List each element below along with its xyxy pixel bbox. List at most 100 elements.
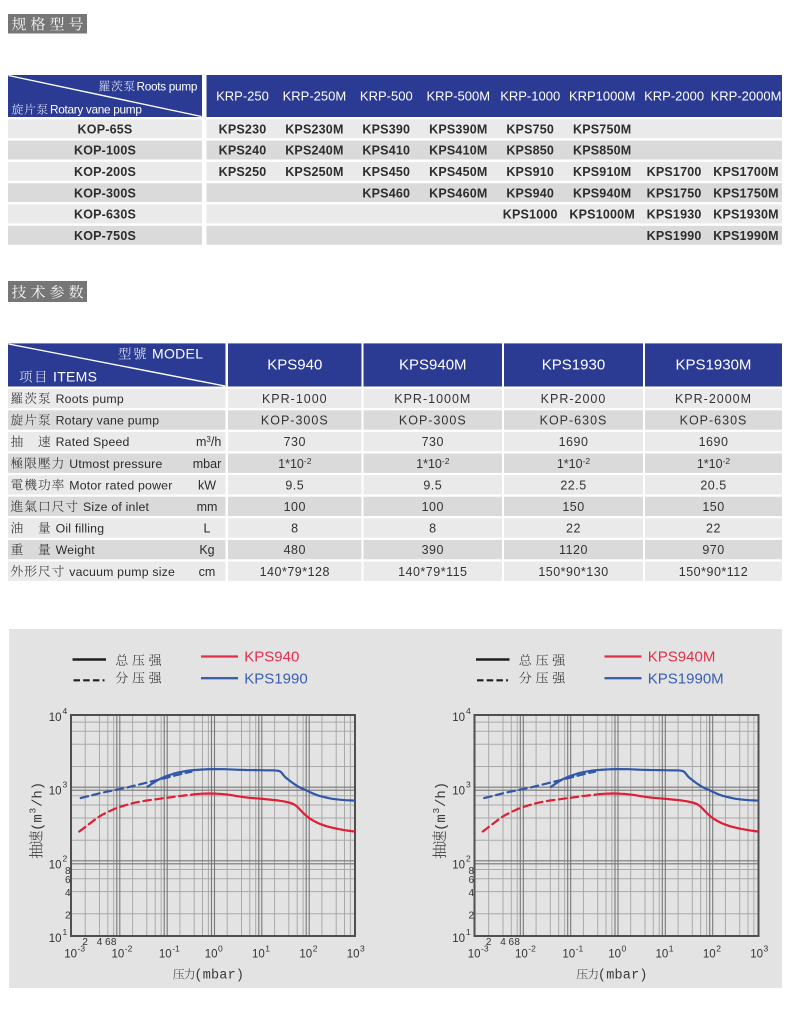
svg-text:8: 8 xyxy=(291,522,298,536)
svg-text:10: 10 xyxy=(64,949,77,961)
svg-text:1*10-2: 1*10-2 xyxy=(278,456,312,471)
svg-text:10: 10 xyxy=(252,949,265,961)
svg-text:KPS450: KPS450 xyxy=(362,165,410,179)
svg-text:970: 970 xyxy=(702,543,724,557)
svg-text:10: 10 xyxy=(515,949,528,961)
svg-text:KOP-630S: KOP-630S xyxy=(680,414,748,428)
svg-text:KRP-250M: KRP-250M xyxy=(283,89,347,104)
svg-text:KPS1930M: KPS1930M xyxy=(713,208,779,222)
svg-text:KPS1930: KPS1930 xyxy=(542,357,605,374)
svg-text:10: 10 xyxy=(452,786,465,798)
svg-text:0: 0 xyxy=(622,944,627,954)
svg-text:150*90*112: 150*90*112 xyxy=(679,565,748,579)
svg-text:KPS1930M: KPS1930M xyxy=(676,357,752,374)
svg-text:-3: -3 xyxy=(481,944,489,954)
svg-text:Utmost pressure: Utmost pressure xyxy=(69,457,162,471)
svg-text:Weight: Weight xyxy=(56,543,96,557)
svg-text:3: 3 xyxy=(28,808,39,814)
svg-text:10: 10 xyxy=(750,949,763,961)
svg-text:KRP-1000: KRP-1000 xyxy=(500,89,560,104)
svg-text:(m: (m xyxy=(31,814,47,831)
svg-text:Roots pump: Roots pump xyxy=(137,80,198,94)
svg-text:KPS750: KPS750 xyxy=(506,122,554,136)
svg-text:10: 10 xyxy=(159,949,172,961)
svg-text:KPS1990: KPS1990 xyxy=(647,229,702,243)
svg-text:vacuum pump size: vacuum pump size xyxy=(69,565,175,579)
svg-text:KPS940: KPS940 xyxy=(506,186,554,200)
svg-text:1*10-2: 1*10-2 xyxy=(416,456,450,471)
svg-text:4: 4 xyxy=(65,888,71,899)
svg-text:4: 4 xyxy=(63,706,68,716)
svg-text:ITEMS: ITEMS xyxy=(53,369,97,385)
svg-text:0: 0 xyxy=(218,944,223,954)
svg-text:4: 4 xyxy=(468,888,474,899)
svg-text:KPS940M: KPS940M xyxy=(573,186,631,200)
svg-text:KPS410M: KPS410M xyxy=(429,144,487,158)
svg-text:3: 3 xyxy=(764,944,769,954)
svg-text:KPS850M: KPS850M xyxy=(573,144,631,158)
svg-text:1: 1 xyxy=(265,944,270,954)
svg-text:KPS1750M: KPS1750M xyxy=(713,186,779,200)
svg-text:KPR-1000M: KPR-1000M xyxy=(394,392,471,406)
svg-text:6: 6 xyxy=(468,875,474,886)
svg-text:6: 6 xyxy=(509,937,515,948)
svg-text:KOP-300S: KOP-300S xyxy=(74,186,136,200)
svg-text:KPS390: KPS390 xyxy=(362,122,410,136)
svg-text:140*79*128: 140*79*128 xyxy=(260,565,330,579)
svg-text:(mbar): (mbar) xyxy=(194,969,244,984)
svg-text:Rotary vane pump: Rotary vane pump xyxy=(56,414,160,428)
svg-text:KPS1930: KPS1930 xyxy=(647,208,702,222)
svg-text:KPS910: KPS910 xyxy=(506,165,554,179)
svg-text:10: 10 xyxy=(49,933,62,945)
svg-text:2: 2 xyxy=(313,944,318,954)
svg-text:KPS940: KPS940 xyxy=(267,357,322,374)
svg-text:KPS230M: KPS230M xyxy=(285,122,343,136)
svg-text:6: 6 xyxy=(105,937,111,948)
svg-text:150: 150 xyxy=(702,500,724,514)
svg-text:KOP-300S: KOP-300S xyxy=(399,414,467,428)
svg-text:10: 10 xyxy=(452,933,465,945)
svg-text:2: 2 xyxy=(82,937,88,948)
svg-text:10: 10 xyxy=(205,949,218,961)
svg-text:4: 4 xyxy=(500,937,506,948)
svg-text:1: 1 xyxy=(669,944,674,954)
svg-text:10: 10 xyxy=(347,949,360,961)
svg-text:100: 100 xyxy=(284,500,306,514)
svg-text:4: 4 xyxy=(97,937,103,948)
svg-text:KPS750M: KPS750M xyxy=(573,122,631,136)
svg-text:10: 10 xyxy=(468,949,481,961)
svg-text:-1: -1 xyxy=(172,944,180,954)
svg-text:kW: kW xyxy=(198,478,216,492)
svg-text:10: 10 xyxy=(452,859,465,871)
svg-text:KRP-2000: KRP-2000 xyxy=(644,89,704,104)
svg-text:KPS390M: KPS390M xyxy=(429,122,487,136)
svg-text:Rated Speed: Rated Speed xyxy=(56,435,130,449)
svg-text:-2: -2 xyxy=(528,944,536,954)
svg-text:-3: -3 xyxy=(78,944,86,954)
svg-text:KPS850: KPS850 xyxy=(506,144,554,158)
svg-text:Size of inlet: Size of inlet xyxy=(83,500,150,514)
svg-text:100: 100 xyxy=(422,500,444,514)
svg-text:L: L xyxy=(204,522,211,536)
svg-text:3: 3 xyxy=(63,780,68,790)
svg-text:KPR-2000M: KPR-2000M xyxy=(675,392,752,406)
svg-text:Motor rated power: Motor rated power xyxy=(69,478,172,492)
svg-text:KPS1000: KPS1000 xyxy=(503,208,558,222)
svg-text:10: 10 xyxy=(703,949,716,961)
svg-text:KPS1990M: KPS1990M xyxy=(648,670,724,687)
svg-text:10: 10 xyxy=(49,712,62,724)
svg-text:KPS240: KPS240 xyxy=(219,144,267,158)
svg-text:KOP-100S: KOP-100S xyxy=(74,144,136,158)
svg-text:KPS910M: KPS910M xyxy=(573,165,631,179)
svg-text:KPS240M: KPS240M xyxy=(285,144,343,158)
svg-text:10: 10 xyxy=(112,949,125,961)
svg-text:KPS940M: KPS940M xyxy=(399,357,467,374)
svg-text:1: 1 xyxy=(63,927,68,937)
svg-text:10: 10 xyxy=(49,859,62,871)
svg-text:1690: 1690 xyxy=(699,435,729,449)
svg-text:KPS1990M: KPS1990M xyxy=(713,229,779,243)
svg-text:1*10-2: 1*10-2 xyxy=(557,456,591,471)
svg-text:MODEL: MODEL xyxy=(152,346,203,362)
svg-text:1120: 1120 xyxy=(559,543,588,557)
svg-text:cm: cm xyxy=(199,565,216,579)
